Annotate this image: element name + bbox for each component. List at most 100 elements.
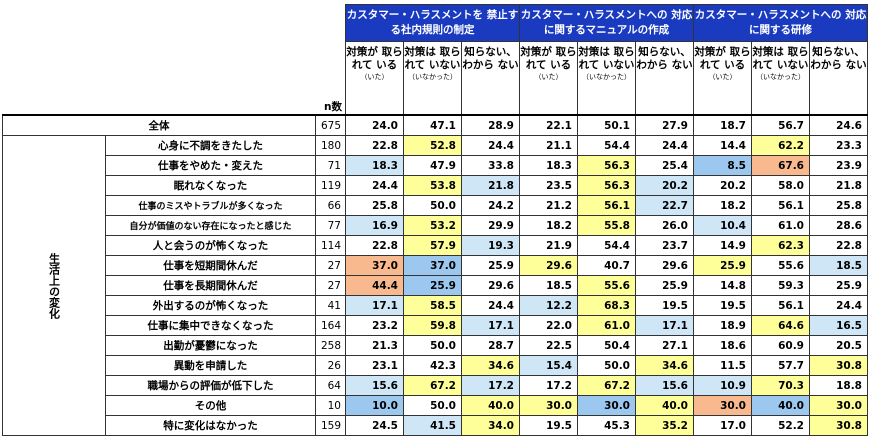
value-cell: 30.8	[809, 415, 868, 436]
row-label: 特に変化はなかった	[105, 415, 316, 436]
value-cell: 24.4	[461, 295, 520, 316]
row-label: その他	[105, 395, 316, 416]
value-cell: 11.5	[693, 355, 752, 376]
value-cell: 16.5	[809, 315, 868, 336]
value-cell: 15.6	[635, 375, 694, 396]
sub-header: 対策が 取られて いる （いた）	[519, 41, 578, 116]
value-cell: 24.4	[635, 135, 694, 156]
n-count-header: n数	[315, 41, 346, 116]
value-cell: 21.8	[809, 175, 868, 196]
value-cell: 40.7	[577, 255, 636, 276]
value-cell: 24.4	[809, 295, 868, 316]
value-cell: 62.2	[751, 135, 810, 156]
value-cell: 25.9	[461, 255, 520, 276]
value-cell: 17.2	[519, 375, 578, 396]
value-cell: 60.9	[751, 335, 810, 356]
n-count: 180	[315, 135, 346, 156]
group-header-rules: カスタマー・ハラスメントを 禁止する社内規則の制定	[345, 4, 520, 42]
value-cell: 18.2	[693, 195, 752, 216]
value-cell: 21.8	[461, 175, 520, 196]
value-cell: 16.9	[345, 215, 404, 236]
value-cell: 70.3	[751, 375, 810, 396]
table-row-total: 全体 675 24.0 47.1 28.9 22.1 50.1 27.9 18.7 56.7 24.…	[2, 114, 868, 136]
value-cell: 30.0	[577, 395, 636, 416]
n-count: 164	[315, 315, 346, 336]
n-count: 71	[315, 155, 346, 176]
value-cell: 17.1	[345, 295, 404, 316]
value-cell: 29.9	[461, 215, 520, 236]
value-cell: 24.4	[345, 175, 404, 196]
value-cell: 52.8	[403, 135, 462, 156]
value-cell: 23.9	[809, 155, 868, 176]
n-count: 64	[315, 375, 346, 396]
value-cell: 58.5	[403, 295, 462, 316]
value-cell: 61.0	[577, 315, 636, 336]
value-cell: 56.7	[751, 114, 810, 136]
value-cell: 22.1	[519, 114, 578, 136]
sub-header: 対策が 取られて いる （いた）	[345, 41, 404, 116]
row-label: 出勤が憂鬱になった	[105, 335, 316, 356]
value-cell: 47.9	[403, 155, 462, 176]
value-cell: 55.6	[751, 255, 810, 276]
sub-header: 対策は 取られて いない （いなかった）	[577, 41, 636, 116]
table-row: 仕事を長期間休んだ 27 44.4 25.9 29.6 18.5 55.6 25.9 14.8 5…	[3, 275, 868, 296]
value-cell: 19.5	[693, 295, 752, 316]
row-label: 外出するのが怖くなった	[105, 295, 316, 316]
value-cell: 56.1	[751, 295, 810, 316]
value-cell: 30.0	[519, 395, 578, 416]
value-cell: 18.9	[693, 315, 752, 336]
table-row: その他 10 10.0 50.0 40.0 30.0 30.0 40.0 30.0 40.0 30.…	[3, 395, 868, 416]
table-row: 仕事をやめた・変えた 71 18.3 47.9 33.8 18.3 56.3 25.4 8.5 6…	[3, 155, 868, 176]
value-cell: 24.4	[461, 135, 520, 156]
sub-header-label: 対策は 取られて いない	[752, 46, 809, 71]
sub-header-label: 知らない、 わから ない	[636, 46, 693, 71]
row-label: 心身に不調をきたした	[105, 135, 316, 156]
n-count: 27	[315, 275, 346, 296]
n-count: 119	[315, 175, 346, 196]
table-row: 仕事のミスやトラブルが多くなった 66 25.8 50.0 24.2 21.2 56.1 22…	[3, 195, 868, 216]
sub-header-label: 対策が 取られて いる	[520, 46, 577, 71]
row-label: 異動を申請した	[105, 355, 316, 376]
value-cell: 15.4	[519, 355, 578, 376]
n-count: 27	[315, 255, 346, 276]
value-cell: 12.2	[519, 295, 578, 316]
value-cell: 19.3	[461, 235, 520, 256]
table-row: 生活上の変化 心身に不調をきたした 180 22.8 52.8 24.4 21.1 54.4 2…	[2, 135, 868, 436]
value-cell: 28.6	[809, 215, 868, 236]
n-count: 10	[315, 395, 346, 416]
table-row: 人と会うのが怖くなった 114 22.8 57.9 19.3 21.9 54.4 23.7 14…	[3, 235, 868, 256]
value-cell: 37.0	[345, 255, 404, 276]
value-cell: 55.8	[577, 215, 636, 236]
value-cell: 56.1	[751, 195, 810, 216]
row-label: 眠れなくなった	[105, 175, 316, 196]
value-cell: 18.5	[809, 255, 868, 276]
value-cell: 20.2	[635, 175, 694, 196]
sub-header: 対策が 取られて いる （いた）	[693, 41, 752, 116]
value-cell: 21.9	[519, 235, 578, 256]
value-cell: 18.7	[693, 114, 752, 136]
row-label: 仕事を短期間休んだ	[105, 255, 316, 276]
value-cell: 18.3	[519, 155, 578, 176]
value-cell: 14.4	[693, 135, 752, 156]
sub-header: 知らない、 わから ない	[809, 41, 868, 116]
table-row: 仕事を短期間休んだ 27 37.0 37.0 25.9 29.6 40.7 29.6 25.9 5…	[3, 255, 868, 276]
value-cell: 21.1	[519, 135, 578, 156]
value-cell: 67.2	[577, 375, 636, 396]
row-label: 自分が価値のない存在になったと感じた	[105, 215, 316, 236]
value-cell: 58.0	[751, 175, 810, 196]
value-cell: 40.0	[635, 395, 694, 416]
value-cell: 55.6	[577, 275, 636, 296]
sub-header-label: 知らない、 わから ない	[462, 46, 519, 71]
sub-header-label: 対策が 取られて いる	[346, 46, 403, 71]
value-cell: 50.4	[577, 335, 636, 356]
value-cell: 41.5	[403, 415, 462, 436]
value-cell: 25.9	[693, 255, 752, 276]
value-cell: 30.0	[809, 395, 868, 416]
value-cell: 15.6	[345, 375, 404, 396]
value-cell: 50.0	[577, 355, 636, 376]
survey-table: カスタマー・ハラスメントを 禁止する社内規則の制定 カスタマー・ハラスメントへの…	[2, 4, 868, 436]
value-cell: 17.0	[693, 415, 752, 436]
value-cell: 45.3	[577, 415, 636, 436]
sub-header: 知らない、 わから ない	[461, 41, 520, 116]
